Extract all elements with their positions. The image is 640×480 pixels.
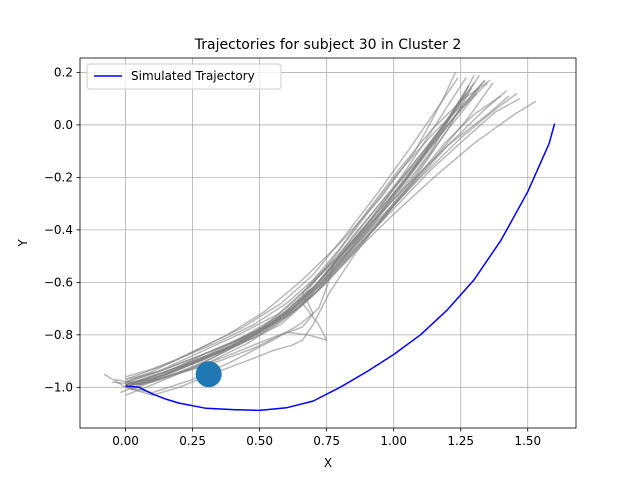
x-tick-label: 0.25 <box>179 434 206 448</box>
x-tick-label: 1.25 <box>447 434 474 448</box>
y-ticks: −1.0 −0.8 −0.6 −0.4 −0.2 0.0 0.2 <box>44 65 80 394</box>
x-tick-label: 1.50 <box>514 434 541 448</box>
background-trajectory-line <box>125 87 473 396</box>
simulated-trajectory-line <box>125 123 556 412</box>
y-tick-label: −0.4 <box>44 223 73 237</box>
grid <box>80 58 576 428</box>
y-tick-label: −1.0 <box>44 380 73 394</box>
y-tick-label: −0.6 <box>44 275 73 289</box>
y-tick-label: −0.2 <box>44 170 73 184</box>
background-trajectories <box>103 72 537 396</box>
start-marker <box>195 361 222 388</box>
legend-box <box>86 63 282 90</box>
series-lines <box>125 123 556 412</box>
background-trajectory-line <box>125 79 491 378</box>
x-tick-label: 1.00 <box>380 434 407 448</box>
background-trajectory-line <box>125 92 467 389</box>
legend-label: Simulated Trajectory <box>131 69 255 83</box>
background-trajectory-line <box>114 82 489 386</box>
x-tick-label: 0.00 <box>112 434 139 448</box>
y-tick-label: 0.2 <box>54 65 73 79</box>
y-tick-label: 0.0 <box>54 118 73 132</box>
x-ticks: 0.00 0.25 0.50 0.75 1.00 1.25 1.50 <box>112 428 541 448</box>
legend: Simulated Trajectory <box>86 63 282 90</box>
marker-layer <box>195 361 222 388</box>
background-trajectory-line <box>125 90 507 386</box>
x-axis-label: X <box>324 456 332 470</box>
y-axis-label: Y <box>16 239 30 248</box>
x-tick-label: 0.75 <box>313 434 340 448</box>
chart-title: Trajectories for subject 30 in Cluster 2 <box>194 37 462 53</box>
x-tick-label: 0.50 <box>246 434 273 448</box>
y-tick-label: −0.8 <box>44 328 73 342</box>
plot-frame <box>79 57 577 429</box>
